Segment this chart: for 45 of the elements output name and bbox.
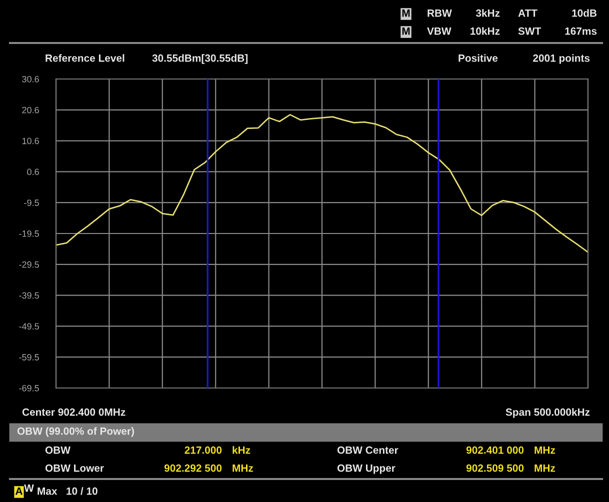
- y-tick-label: -49.5: [19, 323, 39, 330]
- text: 902.509 500: [466, 464, 524, 472]
- text: OBW Upper: [337, 464, 396, 474]
- text: M: [402, 28, 410, 35]
- y-tick-label: 0.6: [27, 168, 39, 176]
- text: 217.000: [184, 446, 222, 454]
- y-tick-label: -69.5: [19, 384, 39, 392]
- text: VBW: [427, 28, 452, 35]
- y-tick-label: 20.6: [22, 106, 39, 114]
- text: OBW Lower: [45, 464, 104, 472]
- text: W: [24, 484, 34, 492]
- text: Reference Level: [46, 54, 124, 62]
- text: MHz: [534, 464, 556, 472]
- text: OBW: [45, 446, 70, 454]
- text: kHz: [232, 446, 250, 454]
- text: RBW: [428, 10, 452, 17]
- y-tick-label: -39.5: [19, 292, 39, 299]
- y-tick-label: -29.5: [19, 261, 39, 268]
- y-tick-label: -19.5: [19, 230, 39, 237]
- text: 2001 points: [533, 54, 590, 64]
- y-tick-label: -59.5: [19, 354, 39, 360]
- text: M: [402, 10, 410, 17]
- text: OBW (99.00% of Power): [17, 427, 134, 437]
- text: Span 500.000kHz: [506, 408, 590, 418]
- line-series: [56, 114, 588, 253]
- text: 902.401 000: [466, 446, 524, 454]
- text: 30.55dBm[30.55dB]: [152, 54, 248, 64]
- text: 3kHz: [476, 9, 500, 17]
- text: Max: [38, 488, 58, 495]
- text: 10kHz: [470, 27, 500, 35]
- text: MHz: [534, 446, 556, 454]
- text: ATT: [518, 10, 538, 17]
- text: 10 / 10: [66, 487, 98, 495]
- text: Positive: [458, 54, 498, 62]
- text: MHz: [232, 464, 254, 472]
- text: 902.292 500: [164, 464, 222, 472]
- y-tick-label: 30.6: [22, 76, 39, 82]
- text: SWT: [518, 27, 542, 35]
- text: OBW Center: [337, 446, 398, 454]
- y-tick-label: 10.6: [22, 138, 39, 144]
- text: 167ms: [565, 27, 597, 35]
- y-tick-label: -9.5: [24, 200, 39, 206]
- text: 10dB: [572, 9, 597, 17]
- text: A: [15, 488, 22, 495]
- text: Center 902.400 0MHz: [22, 408, 126, 416]
